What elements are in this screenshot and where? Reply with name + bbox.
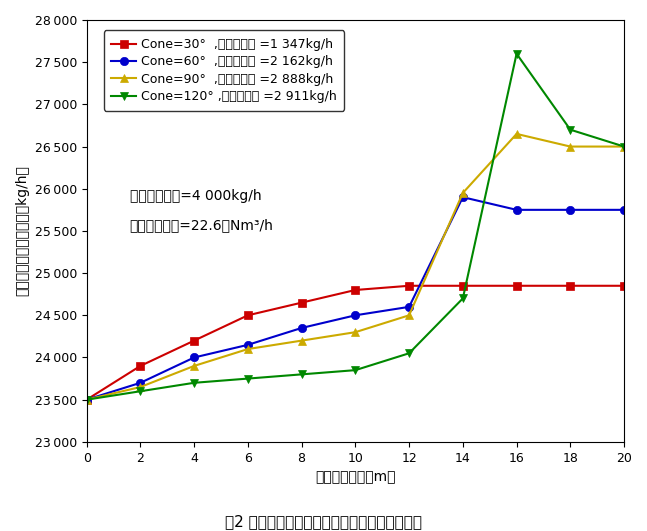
Cone=120° ,蔭发废水量 =2 911kg/h [566,126,574,133]
Cone=30°  ,蔭发废水量 =1 347kg/h [512,282,520,289]
Legend: Cone=30°  ,蔭发废水量 =1 347kg/h, Cone=60°  ,蔭发废水量 =2 162kg/h, Cone=90°  ,蔭发废水量 =2 88: Cone=30° ,蔭发废水量 =1 347kg/h, Cone=60° ,蔭发… [104,30,344,110]
Cone=60°  ,蔭发废水量 =2 162kg/h [83,397,91,403]
Cone=90°  ,蔭发废水量 =2 888kg/h [512,131,520,137]
Cone=120° ,蔭发废水量 =2 911kg/h [137,388,144,395]
Cone=90°  ,蔭发废水量 =2 888kg/h [190,363,198,369]
Text: 烟气体积流量=22.6万Nm³/h: 烟气体积流量=22.6万Nm³/h [129,218,274,232]
Line: Cone=120° ,蔭发废水量 =2 911kg/h: Cone=120° ,蔭发废水量 =2 911kg/h [82,49,628,404]
Cone=60°  ,蔭发废水量 =2 162kg/h [298,325,305,331]
Cone=60°  ,蔭发废水量 =2 162kg/h [190,354,198,361]
Cone=60°  ,蔭发废水量 =2 162kg/h [405,304,413,310]
Cone=30°  ,蔭发废水量 =1 347kg/h [405,282,413,289]
Cone=120° ,蔭发废水量 =2 911kg/h [405,350,413,356]
Cone=120° ,蔭发废水量 =2 911kg/h [244,375,252,382]
Cone=30°  ,蔭发废水量 =1 347kg/h [620,282,628,289]
Cone=90°  ,蔭发废水量 =2 888kg/h [351,329,359,336]
Cone=120° ,蔭发废水量 =2 911kg/h [83,397,91,403]
Line: Cone=60°  ,蔭发废水量 =2 162kg/h: Cone=60° ,蔭发废水量 =2 162kg/h [82,193,628,404]
Cone=30°  ,蔭发废水量 =1 347kg/h [298,299,305,306]
Cone=60°  ,蔭发废水量 =2 162kg/h [351,312,359,319]
Cone=60°  ,蔭发废水量 =2 162kg/h [137,380,144,386]
Cone=90°  ,蔭发废水量 =2 888kg/h [298,337,305,344]
Cone=30°  ,蔭发废水量 =1 347kg/h [137,363,144,369]
Cone=120° ,蔭发废水量 =2 911kg/h [459,295,466,302]
Cone=90°  ,蔭发废水量 =2 888kg/h [566,143,574,150]
Cone=30°  ,蔭发废水量 =1 347kg/h [459,282,466,289]
Line: Cone=30°  ,蔭发废水量 =1 347kg/h: Cone=30° ,蔭发废水量 =1 347kg/h [82,281,628,404]
Cone=30°  ,蔭发废水量 =1 347kg/h [566,282,574,289]
Cone=30°  ,蔭发废水量 =1 347kg/h [351,287,359,293]
Cone=90°  ,蔭发废水量 =2 888kg/h [137,384,144,390]
Cone=120° ,蔭发废水量 =2 911kg/h [298,371,305,378]
Y-axis label: 烟气中水蕊气质量流量（kg/h）: 烟气中水蕊气质量流量（kg/h） [15,166,29,296]
Cone=90°  ,蔭发废水量 =2 888kg/h [83,397,91,403]
Cone=120° ,蔭发废水量 =2 911kg/h [190,380,198,386]
Cone=120° ,蔭发废水量 =2 911kg/h [351,367,359,373]
Cone=60°  ,蔭发废水量 =2 162kg/h [512,207,520,213]
Cone=30°  ,蔭发废水量 =1 347kg/h [83,397,91,403]
Cone=120° ,蔭发废水量 =2 911kg/h [512,50,520,57]
Cone=90°  ,蔭发废水量 =2 888kg/h [620,143,628,150]
Cone=90°  ,蔭发废水量 =2 888kg/h [244,346,252,352]
Cone=60°  ,蔭发废水量 =2 162kg/h [244,341,252,348]
Line: Cone=90°  ,蔭发废水量 =2 888kg/h: Cone=90° ,蔭发废水量 =2 888kg/h [82,130,628,404]
Cone=60°  ,蔭发废水量 =2 162kg/h [566,207,574,213]
Cone=120° ,蔭发废水量 =2 911kg/h [620,143,628,150]
Cone=60°  ,蔭发废水量 =2 162kg/h [459,194,466,200]
Text: 废水质量流量=4 000kg/h: 废水质量流量=4 000kg/h [129,189,261,203]
Cone=90°  ,蔭发废水量 =2 888kg/h [405,312,413,319]
Cone=90°  ,蔭发废水量 =2 888kg/h [459,190,466,196]
Cone=60°  ,蔭发废水量 =2 162kg/h [620,207,628,213]
Cone=30°  ,蔭发废水量 =1 347kg/h [190,337,198,344]
Text: 图2 不同喷嘴锥角下烟气中水蕊气轴向质量分布: 图2 不同喷嘴锥角下烟气中水蕊气轴向质量分布 [225,513,422,529]
X-axis label: 塔的轴向高度（m）: 塔的轴向高度（m） [315,470,395,484]
Cone=30°  ,蔭发废水量 =1 347kg/h [244,312,252,319]
